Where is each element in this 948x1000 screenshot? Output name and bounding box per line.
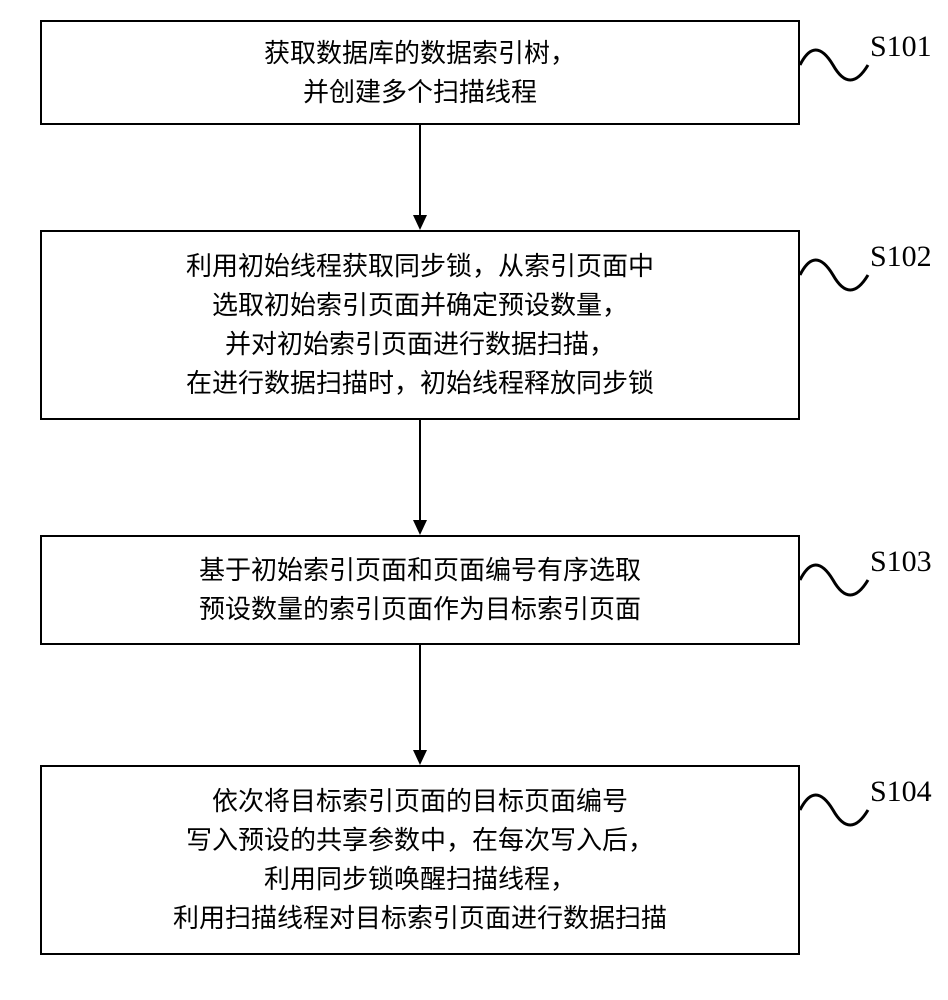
flowchart-container: 获取数据库的数据索引树， 并创建多个扫描线程 S101 利用初始线程获取同步锁，…: [0, 0, 948, 1000]
connector-wave-s102: [800, 250, 870, 300]
step-label-s101: S101: [870, 30, 932, 64]
node-text-s101: 获取数据库的数据索引树， 并创建多个扫描线程: [264, 34, 576, 112]
step-label-s102: S102: [870, 240, 932, 274]
node-text-s102: 利用初始线程获取同步锁，从索引页面中 选取初始索引页面并确定预设数量， 并对初始…: [186, 247, 654, 403]
flowchart-node-s101: 获取数据库的数据索引树， 并创建多个扫描线程: [40, 20, 800, 125]
step-label-s103: S103: [870, 545, 932, 579]
step-label-s104: S104: [870, 775, 932, 809]
node-text-s104: 依次将目标索引页面的目标页面编号 写入预设的共享参数中，在每次写入后， 利用同步…: [173, 782, 667, 938]
arrow-s103-s104: [410, 645, 430, 765]
flowchart-node-s104: 依次将目标索引页面的目标页面编号 写入预设的共享参数中，在每次写入后， 利用同步…: [40, 765, 800, 955]
connector-wave-s104: [800, 785, 870, 835]
node-text-s103: 基于初始索引页面和页面编号有序选取 预设数量的索引页面作为目标索引页面: [199, 551, 641, 629]
connector-wave-s103: [800, 555, 870, 605]
flowchart-node-s103: 基于初始索引页面和页面编号有序选取 预设数量的索引页面作为目标索引页面: [40, 535, 800, 645]
flowchart-node-s102: 利用初始线程获取同步锁，从索引页面中 选取初始索引页面并确定预设数量， 并对初始…: [40, 230, 800, 420]
arrow-s102-s103: [410, 420, 430, 535]
arrow-s101-s102: [410, 125, 430, 230]
connector-wave-s101: [800, 40, 870, 90]
